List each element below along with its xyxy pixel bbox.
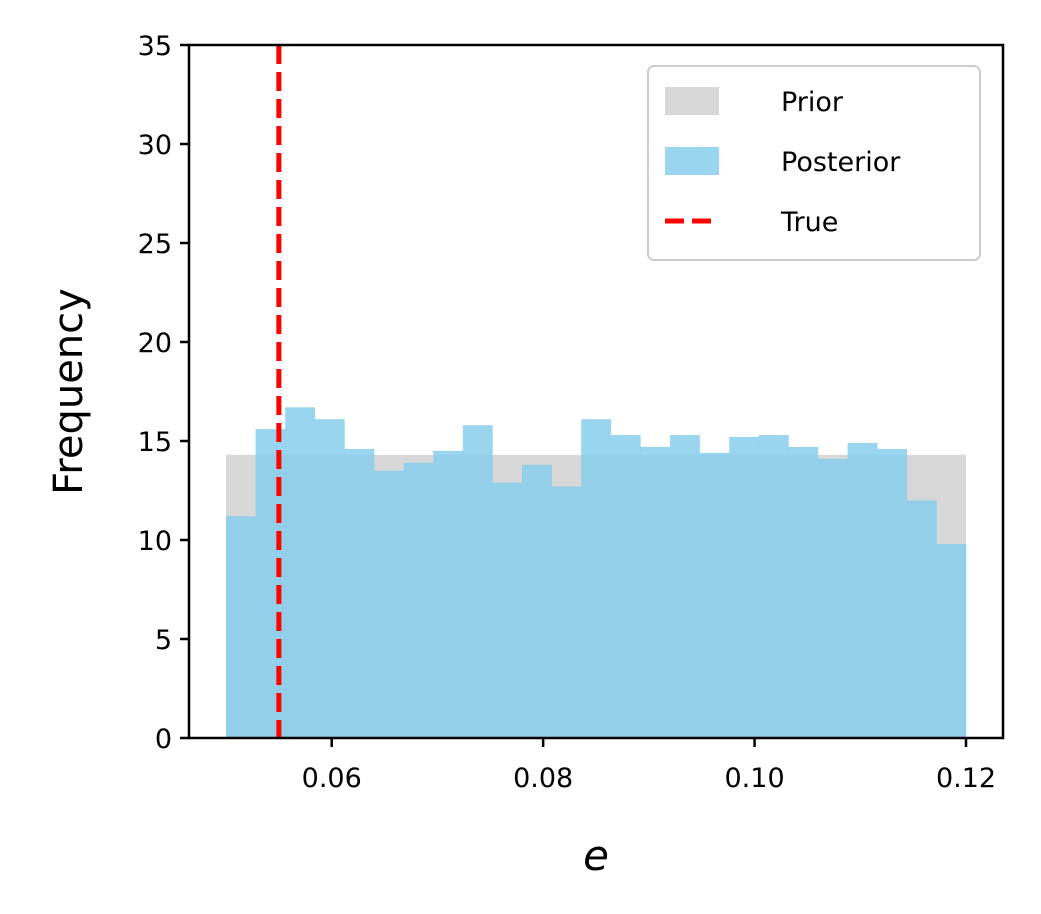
posterior-bar — [788, 446, 819, 738]
posterior-bar — [640, 446, 671, 738]
posterior-bar — [758, 435, 789, 738]
posterior-bar — [344, 448, 375, 738]
y-axis-label: Frequency — [46, 288, 92, 495]
posterior-bar — [936, 543, 967, 738]
y-tick-label: 10 — [138, 526, 172, 557]
posterior-bar — [699, 452, 730, 738]
x-axis-ticks: 0.06 0.08 0.10 0.12 — [302, 738, 996, 794]
y-tick-label: 25 — [138, 229, 172, 260]
posterior-bar — [818, 458, 848, 738]
x-tick-label: 0.08 — [513, 763, 573, 794]
legend-prior-swatch — [665, 87, 719, 115]
posterior-bar — [285, 407, 316, 738]
posterior-bar — [522, 464, 552, 738]
y-tick-label: 5 — [155, 625, 172, 656]
posterior-bar — [551, 486, 582, 738]
x-tick-label: 0.10 — [725, 763, 785, 794]
y-tick-label: 30 — [138, 130, 172, 161]
legend: Prior Posterior True — [647, 65, 981, 261]
legend-prior-label: Prior — [781, 87, 844, 118]
posterior-bar — [226, 516, 256, 738]
axes-frame — [187, 43, 1005, 740]
posterior-bar — [314, 419, 345, 738]
legend-posterior-label: Posterior — [781, 147, 901, 178]
posterior-bar — [729, 437, 760, 738]
y-tick-label: 0 — [155, 724, 172, 755]
x-tick-label: 0.12 — [936, 763, 996, 794]
posterior-bar — [581, 419, 612, 738]
y-tick-label: 20 — [138, 328, 172, 359]
y-axis-ticks: 0 5 10 15 20 25 30 35 — [138, 31, 189, 755]
posterior-bar — [433, 450, 464, 738]
x-tick-label: 0.06 — [302, 763, 362, 794]
x-axis-label: e — [583, 831, 609, 880]
posterior-bar — [847, 442, 878, 738]
posterior-bar — [462, 425, 493, 738]
posterior-bar — [255, 429, 286, 738]
posterior-bars — [226, 407, 967, 738]
y-tick-label: 35 — [138, 31, 172, 62]
posterior-bar — [374, 470, 404, 738]
posterior-bar — [670, 435, 700, 738]
legend-true-label: True — [780, 207, 838, 238]
posterior-bar — [877, 448, 908, 738]
legend-box — [647, 65, 981, 261]
posterior-bar — [906, 500, 937, 738]
posterior-bar — [403, 462, 434, 738]
posterior-bar — [492, 482, 523, 738]
legend-posterior-swatch — [665, 147, 719, 175]
posterior-bar — [610, 435, 641, 738]
y-tick-label: 15 — [138, 427, 172, 458]
